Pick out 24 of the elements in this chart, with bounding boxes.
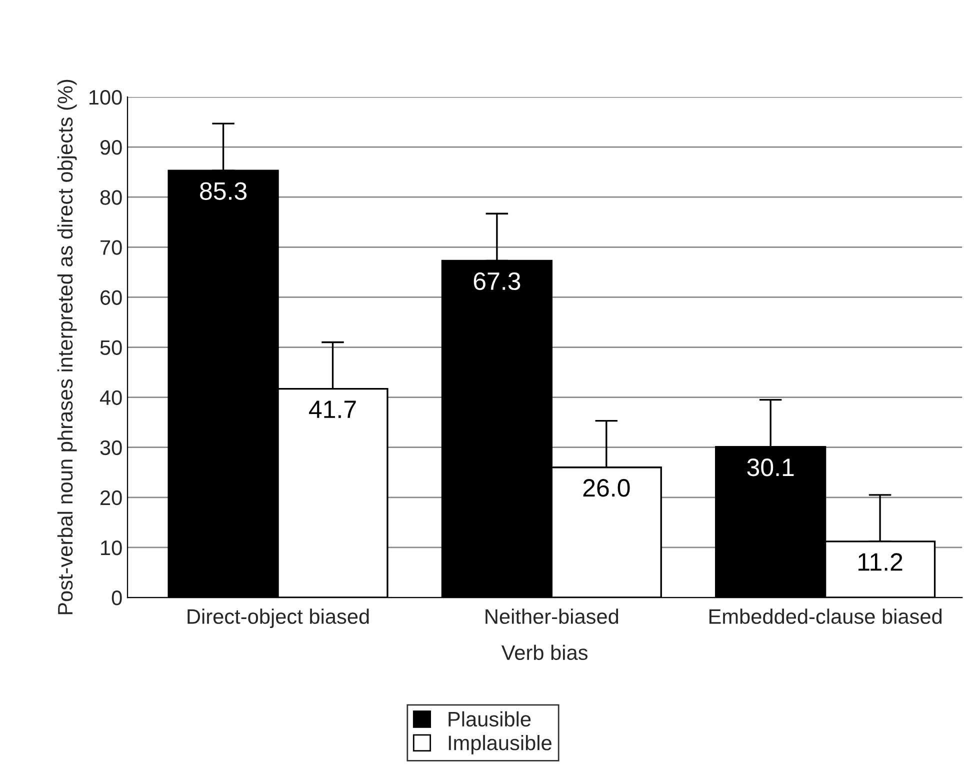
y-tick-label: 100 [89, 90, 122, 105]
x-tick-label: Embedded-clause biased [709, 608, 942, 624]
y-tick-label: 10 [101, 540, 122, 556]
y-tick-label: 50 [100, 340, 122, 356]
y-tick-label: 60 [100, 290, 122, 305]
legend-label: Implausible [448, 734, 552, 754]
y-tick-label: 0 [112, 590, 122, 606]
x-tick-label: Direct-object biased [188, 608, 369, 628]
x-axis-title: Verb bias [501, 644, 588, 660]
text: 85.3 [200, 182, 247, 200]
y-tick-label: 30 [100, 440, 122, 456]
text: 30.1 [747, 458, 794, 476]
text: 26.0 [583, 479, 630, 497]
y-tick-label: 40 [100, 390, 122, 406]
y-axis-title: Post-verbal noun phrases interpreted as direct objects (%) [57, 80, 77, 614]
x-tick-label: Neither-biased [486, 608, 618, 624]
y-tick-label: 70 [100, 240, 122, 255]
text: 41.7 [308, 400, 356, 418]
text: 11.2 [858, 553, 902, 571]
y-tick-label: 80 [100, 190, 122, 205]
y-tick-label: 20 [100, 490, 122, 506]
y-tick-label: 90 [100, 140, 122, 155]
legend-label: Plausible [448, 711, 531, 727]
text: 67.3 [474, 272, 520, 290]
